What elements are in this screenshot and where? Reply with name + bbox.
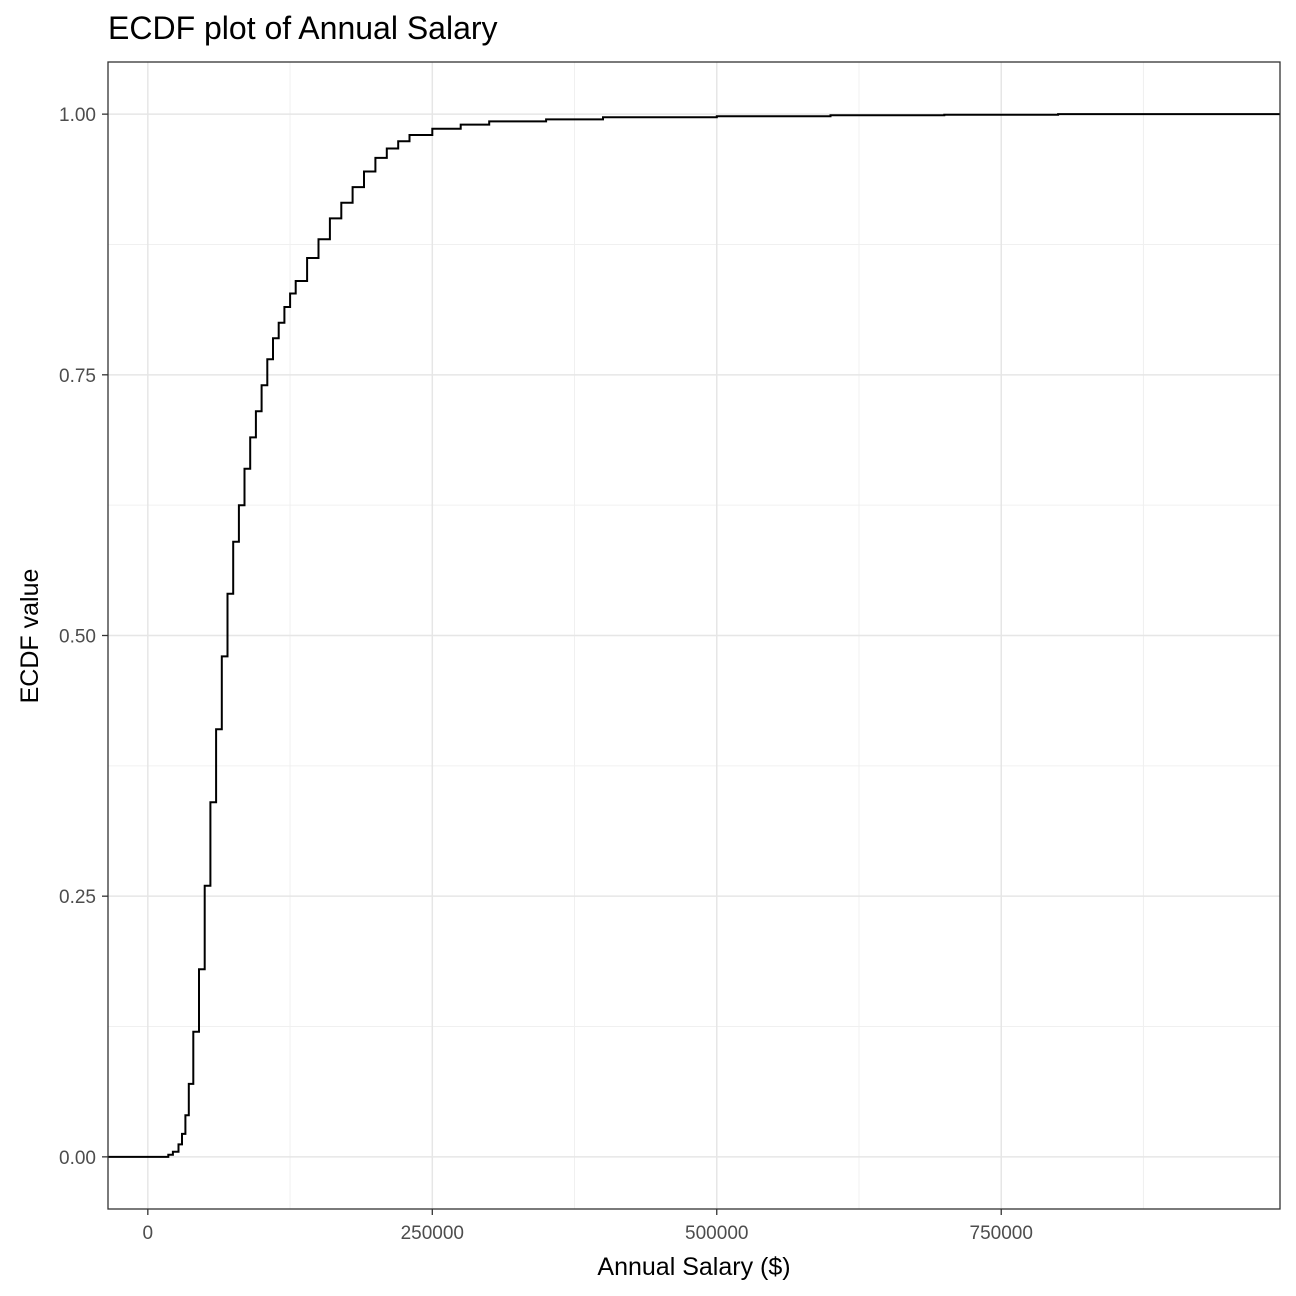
y-tick-label: 0.50 (59, 627, 96, 648)
x-axis-title: Annual Salary ($) (597, 1253, 790, 1281)
y-tick-label: 0.75 (59, 366, 96, 387)
grid-layer (108, 62, 1280, 1209)
x-tick-label: 500000 (685, 1223, 748, 1244)
x-tick-label: 750000 (970, 1223, 1033, 1244)
y-tick-label: 1.00 (59, 105, 96, 126)
x-tick-label: 0 (143, 1223, 154, 1244)
chart-title: ECDF plot of Annual Salary (108, 10, 498, 46)
y-tick-label: 0.00 (59, 1148, 96, 1169)
x-tick-label: 250000 (401, 1223, 464, 1244)
ecdf-series-line (108, 113, 1280, 1158)
y-tick-label: 0.25 (59, 887, 96, 908)
tick-layer: 0 250000 500000 750000 0.00 0.25 0.50 0.75 1.00 (59, 105, 1033, 1244)
y-axis-title: ECDF value (16, 569, 44, 704)
